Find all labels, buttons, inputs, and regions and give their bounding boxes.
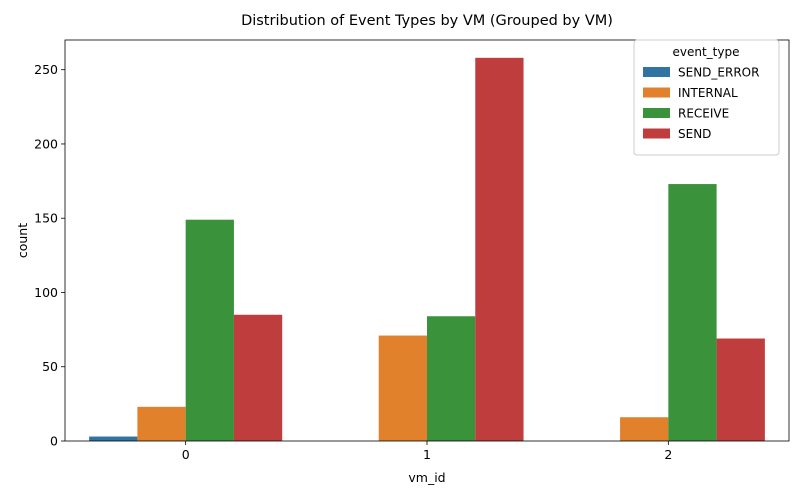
bars-group (89, 57, 765, 441)
chart-title: Distribution of Event Types by VM (Group… (241, 13, 613, 29)
x-tick-label: 0 (182, 447, 190, 462)
plot-frame (64, 39, 790, 442)
legend-label-receive: RECEIVE (678, 107, 729, 121)
bar-receive-vm-2 (668, 184, 717, 441)
y-axis-label: count (15, 223, 30, 258)
bar-internal-vm-2 (620, 417, 669, 441)
legend-label-send: SEND (678, 127, 711, 141)
bar-receive-vm-1 (427, 316, 476, 441)
legend-swatch-receive (643, 108, 670, 118)
y-tick-label: 50 (42, 359, 58, 374)
x-tick-label: 1 (423, 447, 431, 462)
legend-label-internal: INTERNAL (678, 86, 738, 100)
bar-internal-vm-1 (378, 335, 427, 441)
y-tick-label: 150 (34, 211, 58, 226)
legend-title: event_type (673, 45, 740, 59)
y-ticks-group: 0 50 100 150 200 250 (34, 62, 65, 449)
y-tick-label: 200 (34, 136, 58, 151)
bar-send-vm-0 (233, 314, 283, 441)
bar-send-vm-2 (716, 338, 765, 441)
legend-label-send-error: SEND_ERROR (678, 66, 759, 80)
bar-send-error-vm-0 (89, 436, 138, 441)
x-ticks-group: 0 1 2 (182, 441, 672, 462)
legend-swatch-send (643, 128, 670, 139)
y-tick-label: 100 (34, 285, 58, 300)
y-tick-label: 250 (34, 62, 58, 77)
y-tick-label: 0 (50, 434, 58, 449)
bar-send-vm-1 (475, 57, 524, 441)
x-axis-label: vm_id (408, 470, 445, 485)
x-tick-label: 2 (664, 447, 672, 462)
legend-box (633, 39, 780, 156)
legend-swatch-send-error (643, 67, 670, 77)
bar-internal-vm-0 (137, 406, 186, 441)
legend-swatch-internal (643, 87, 670, 98)
legend: event_type SEND_ERROR INTERNAL RECEIVE SEND (633, 39, 780, 156)
bar-receive-vm-0 (185, 219, 234, 441)
